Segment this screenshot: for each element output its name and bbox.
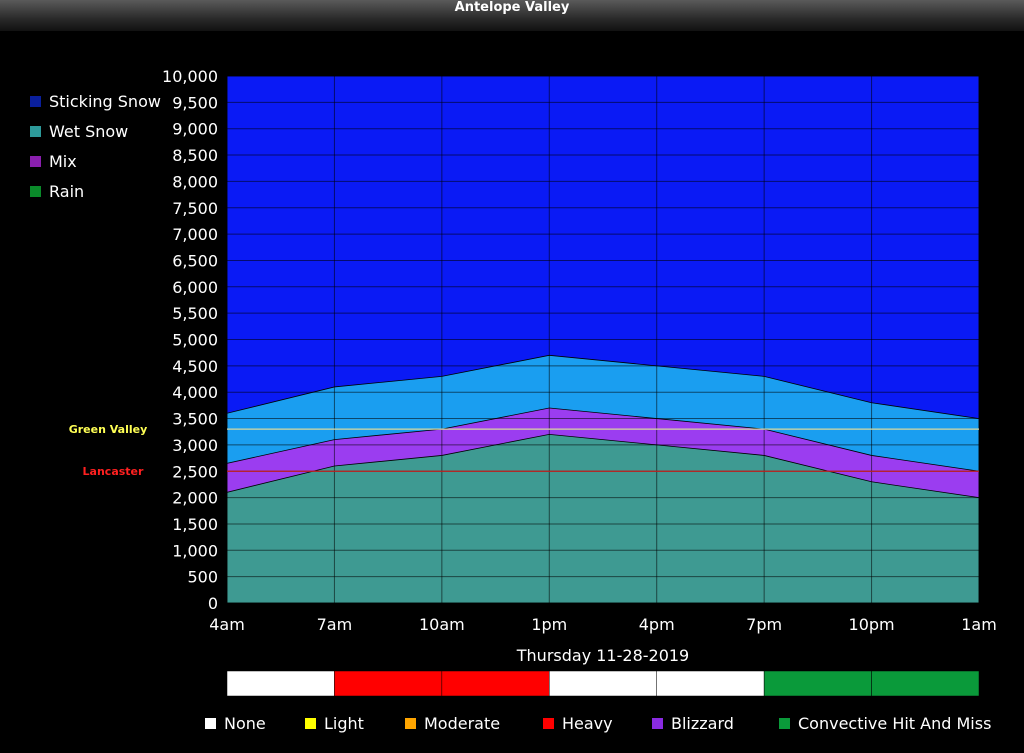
y-tick-label: 7,000 (172, 225, 218, 244)
intensity-legend-heavy: Heavy (543, 714, 613, 733)
x-tick-label: 10pm (849, 615, 895, 634)
intensity-segment (549, 670, 657, 697)
x-tick-label: 10am (419, 615, 465, 634)
title-bar: Antelope Valley (0, 0, 1024, 31)
ref-label-green-valley: Green Valley (68, 423, 148, 436)
legend-swatch (30, 186, 41, 197)
intensity-segment (334, 670, 443, 697)
legend-item-sticking-snow: Sticking Snow (30, 92, 161, 111)
y-tick-label: 8,000 (172, 172, 218, 191)
y-tick-label: 9,500 (172, 93, 218, 112)
y-tick-label: 500 (187, 568, 218, 587)
legend-item-rain: Rain (30, 182, 84, 201)
x-tick-label: 7am (317, 615, 353, 634)
x-tick-label: 4pm (639, 615, 675, 634)
y-tick-label: 10,000 (162, 67, 218, 86)
intensity-segment (226, 670, 335, 697)
intensity-segment (656, 670, 765, 697)
y-tick-label: 6,500 (172, 251, 218, 270)
x-tick-label: 7pm (746, 615, 782, 634)
x-tick-label: 4am (209, 615, 245, 634)
ref-label-lancaster: Lancaster (82, 465, 144, 478)
x-tick-label: 1am (961, 615, 997, 634)
y-tick-label: 8,500 (172, 146, 218, 165)
y-tick-label: 4,000 (172, 383, 218, 402)
legend-swatch (30, 96, 41, 107)
y-tick-label: 5,000 (172, 331, 218, 350)
legend-swatch (30, 126, 41, 137)
y-tick-label: 6,000 (172, 278, 218, 297)
legend-swatch (30, 156, 41, 167)
intensity-legend-convective: Convective Hit And Miss (779, 714, 991, 733)
y-tick-label: 0 (208, 594, 218, 613)
y-tick-label: 9,000 (172, 120, 218, 139)
intensity-legend-blizzard: Blizzard (652, 714, 734, 733)
legend-item-mix: Mix (30, 152, 77, 171)
intensity-legend-none: None (205, 714, 266, 733)
y-tick-label: 1,000 (172, 541, 218, 560)
date-label: Thursday 11-28-2019 (516, 646, 689, 665)
y-tick-label: 3,000 (172, 436, 218, 455)
y-tick-label: 2,500 (172, 462, 218, 481)
window-title: Antelope Valley (454, 0, 570, 15)
intensity-segment (871, 670, 980, 697)
intensity-segment (441, 670, 550, 697)
intensity-legend-moderate: Moderate (405, 714, 500, 733)
y-tick-label: 3,500 (172, 410, 218, 429)
y-tick-label: 2,000 (172, 489, 218, 508)
x-tick-label: 1pm (531, 615, 567, 634)
intensity-segment (763, 670, 872, 697)
intensity-legend-light: Light (305, 714, 364, 733)
y-tick-label: 5,500 (172, 304, 218, 323)
y-tick-label: 1,500 (172, 515, 218, 534)
legend-item-wet-snow: Wet Snow (30, 122, 128, 141)
y-tick-label: 4,500 (172, 357, 218, 376)
y-tick-label: 7,500 (172, 199, 218, 218)
